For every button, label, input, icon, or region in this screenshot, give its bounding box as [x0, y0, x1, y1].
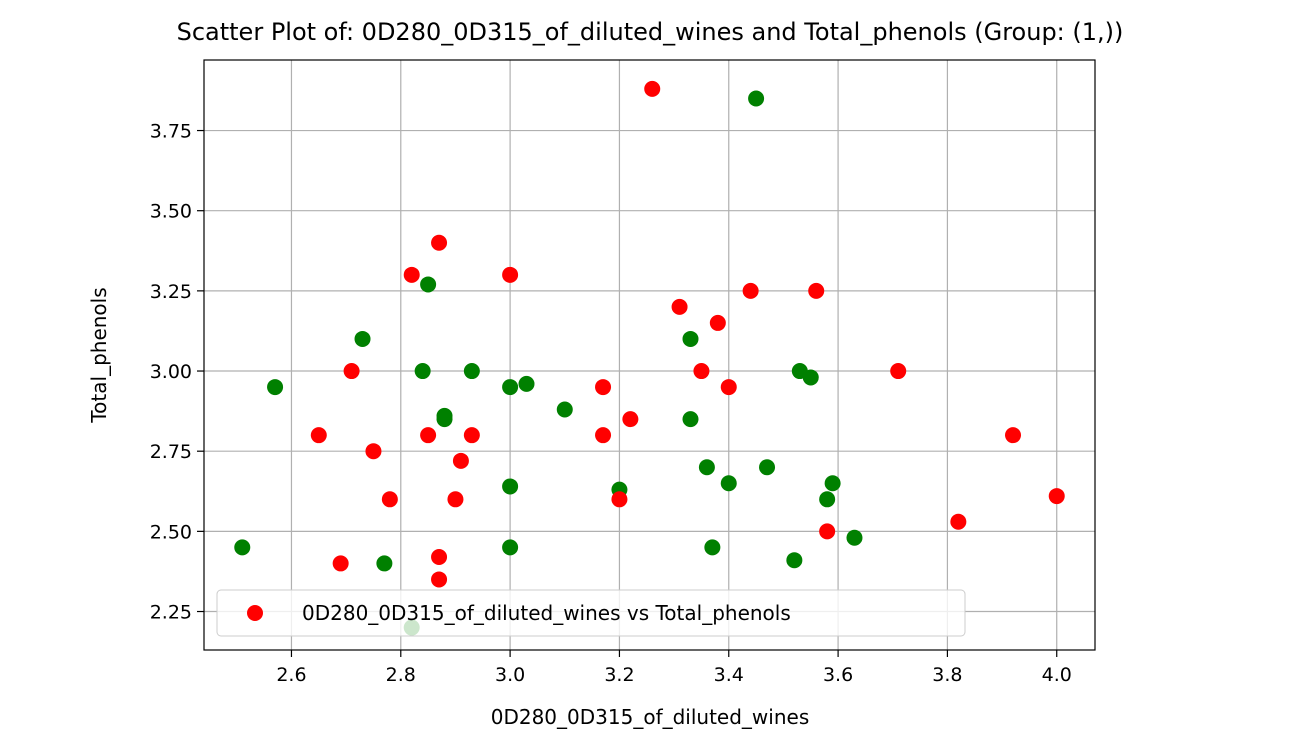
data-point [890, 363, 907, 380]
data-point [786, 552, 803, 569]
data-point [447, 491, 464, 508]
data-point [819, 523, 836, 540]
data-point [463, 427, 480, 444]
data-point [802, 369, 819, 386]
data-point [332, 555, 349, 572]
x-tick-label: 3.6 [823, 664, 853, 686]
data-point [824, 475, 841, 492]
data-point [365, 443, 382, 460]
data-point [267, 379, 284, 396]
data-point [595, 379, 612, 396]
legend-label: 0D280_0D315_of_diluted_wines vs Total_ph… [302, 601, 791, 625]
data-point [436, 407, 453, 424]
axis-ticks: 2.6 2.8 3.0 3.2 3.4 3.6 3.8 4.0 2.25 2.50 2.75 3.00… [150, 121, 1072, 686]
x-axis-label: 0D280_0D315_of_diluted_wines [491, 705, 810, 729]
data-point [431, 571, 448, 588]
data-point [234, 539, 251, 556]
y-tick-label: 2.75 [150, 441, 192, 463]
data-point [682, 411, 699, 428]
data-point [502, 539, 519, 556]
data-point [950, 513, 967, 530]
data-point [502, 478, 519, 495]
y-axis-label: Total_phenols [87, 287, 111, 423]
data-point [414, 363, 431, 380]
data-point [381, 491, 398, 508]
data-point [376, 555, 393, 572]
data-point [693, 363, 710, 380]
y-tick-label: 3.75 [150, 121, 192, 143]
legend-marker [247, 605, 263, 621]
data-point [819, 491, 836, 508]
data-point [720, 475, 737, 492]
data-point [354, 330, 371, 347]
data-point [420, 276, 437, 293]
data-point [502, 266, 519, 283]
data-point [556, 401, 573, 418]
data-point [698, 459, 715, 476]
x-tick-label: 3.8 [932, 664, 962, 686]
data-point [644, 80, 661, 97]
data-point [431, 234, 448, 251]
data-point [1048, 488, 1065, 505]
data-point [846, 529, 863, 546]
data-point [720, 379, 737, 396]
x-tick-label: 2.6 [276, 664, 306, 686]
data-point [431, 549, 448, 566]
legend: 0D280_0D315_of_diluted_wines vs Total_ph… [216, 589, 966, 637]
data-point [310, 427, 327, 444]
y-tick-label: 3.00 [150, 361, 192, 383]
data-point [808, 282, 825, 299]
data-point [463, 363, 480, 380]
data-point [452, 452, 469, 469]
x-tick-label: 3.4 [714, 664, 744, 686]
data-point [403, 266, 420, 283]
data-point [682, 330, 699, 347]
data-point [748, 90, 765, 107]
data-point [502, 379, 519, 396]
y-tick-label: 2.50 [150, 521, 192, 543]
y-tick-label: 3.50 [150, 201, 192, 223]
data-point [622, 411, 639, 428]
x-tick-label: 3.0 [495, 664, 525, 686]
y-tick-label: 2.25 [150, 602, 192, 624]
plot-frame [203, 59, 1096, 651]
data-point [704, 539, 721, 556]
data-point [518, 375, 535, 392]
y-tick-label: 3.25 [150, 281, 192, 303]
data-point [420, 427, 437, 444]
data-point [742, 282, 759, 299]
data-point [759, 459, 776, 476]
data-point [709, 314, 726, 331]
data-point [1005, 427, 1022, 444]
data-point [595, 427, 612, 444]
legend-box [216, 589, 966, 637]
x-tick-label: 2.8 [386, 664, 416, 686]
data-point [611, 491, 628, 508]
x-tick-label: 3.2 [604, 664, 634, 686]
chart-title: Scatter Plot of: 0D280_0D315_of_diluted_… [177, 18, 1124, 46]
x-tick-label: 4.0 [1042, 664, 1072, 686]
data-point [343, 363, 360, 380]
data-point [671, 298, 688, 315]
